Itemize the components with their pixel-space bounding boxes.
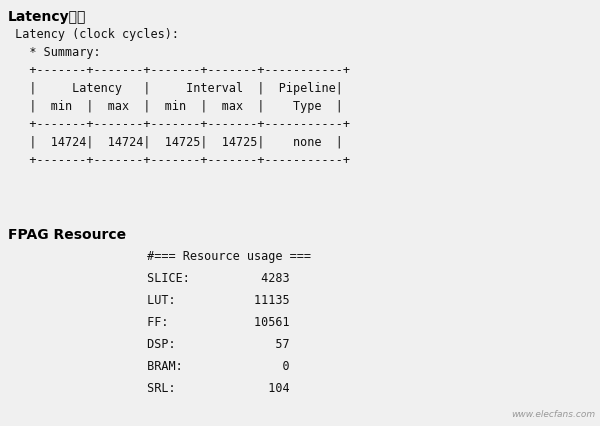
Text: |  14724|  14724|  14725|  14725|    none  |: | 14724| 14724| 14725| 14725| none |	[8, 136, 343, 149]
Text: +-------+-------+-------+-------+-----------+: +-------+-------+-------+-------+-------…	[8, 64, 350, 77]
Text: |  min  |  max  |  min  |  max  |    Type  |: | min | max | min | max | Type |	[8, 100, 343, 113]
Text: Latency (clock cycles):: Latency (clock cycles):	[8, 28, 179, 41]
Text: +-------+-------+-------+-------+-----------+: +-------+-------+-------+-------+-------…	[8, 154, 350, 167]
Text: www.elecfans.com: www.elecfans.com	[511, 409, 595, 418]
Text: FF:            10561: FF: 10561	[140, 315, 290, 328]
Text: DSP:              57: DSP: 57	[140, 337, 290, 350]
Text: +-------+-------+-------+-------+-----------+: +-------+-------+-------+-------+-------…	[8, 118, 350, 131]
Text: FPAG Resource: FPAG Resource	[8, 227, 126, 242]
Text: #=== Resource usage ===: #=== Resource usage ===	[140, 249, 311, 262]
Text: LUT:           11135: LUT: 11135	[140, 294, 290, 306]
Text: SRL:             104: SRL: 104	[140, 381, 290, 394]
Text: * Summary:: * Summary:	[8, 46, 101, 59]
Text: BRAM:              0: BRAM: 0	[140, 359, 290, 372]
Text: SLICE:          4283: SLICE: 4283	[140, 271, 290, 284]
Text: Latency结果: Latency结果	[8, 10, 86, 24]
Text: |     Latency   |     Interval  |  Pipeline|: | Latency | Interval | Pipeline|	[8, 82, 343, 95]
